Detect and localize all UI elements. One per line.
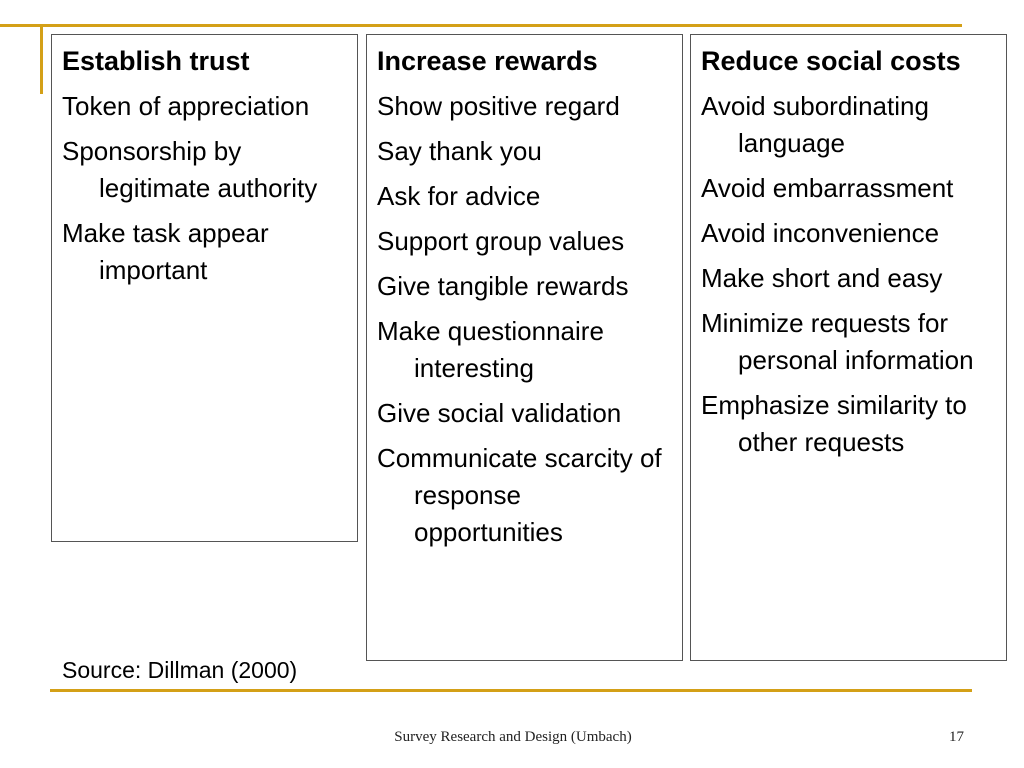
list-item: Make short and easy xyxy=(701,263,943,293)
column-increase-rewards: Increase rewards Show positive regard Sa… xyxy=(366,34,683,661)
list-item: Token of appreciation xyxy=(62,91,310,121)
column-establish-trust: Establish trust Token of appreciation Sp… xyxy=(51,34,358,542)
column-item-list: Token of appreciation Sponsorship by leg… xyxy=(62,88,349,289)
list-item: Make task appear important xyxy=(62,218,269,285)
column-reduce-social-costs: Reduce social costs Avoid subordinating … xyxy=(690,34,1007,661)
page-number: 17 xyxy=(949,729,964,745)
list-item: Make questionnaire interesting xyxy=(377,316,604,383)
list-item: Communicate scarcity of response opportu… xyxy=(377,443,662,547)
top-accent-line xyxy=(0,24,962,27)
column-title: Increase rewards xyxy=(377,46,598,76)
column-item-list: Avoid subordinating language Avoid embar… xyxy=(701,88,998,461)
column-title: Establish trust xyxy=(62,46,250,76)
column-title: Reduce social costs xyxy=(701,46,961,76)
bottom-accent-line xyxy=(50,689,972,692)
list-item: Avoid embarrassment xyxy=(701,173,954,203)
list-item: Minimize requests for personal informati… xyxy=(701,308,974,375)
list-item: Avoid subordinating language xyxy=(701,91,929,158)
list-item: Support group values xyxy=(377,226,625,256)
list-item: Sponsorship by legitimate authority xyxy=(62,136,318,203)
source-citation: Source: Dillman (2000) xyxy=(62,657,298,683)
column-item-list: Show positive regard Say thank you Ask f… xyxy=(377,88,674,551)
list-item: Say thank you xyxy=(377,136,542,166)
left-accent-line xyxy=(40,24,43,94)
list-item: Give social validation xyxy=(377,398,622,428)
list-item: Show positive regard xyxy=(377,91,620,121)
list-item: Avoid inconvenience xyxy=(701,218,940,248)
list-item: Give tangible rewards xyxy=(377,271,629,301)
footer-title: Survey Research and Design (Umbach) xyxy=(394,729,632,745)
list-item: Emphasize similarity to other requests xyxy=(701,390,967,457)
list-item: Ask for advice xyxy=(377,181,541,211)
